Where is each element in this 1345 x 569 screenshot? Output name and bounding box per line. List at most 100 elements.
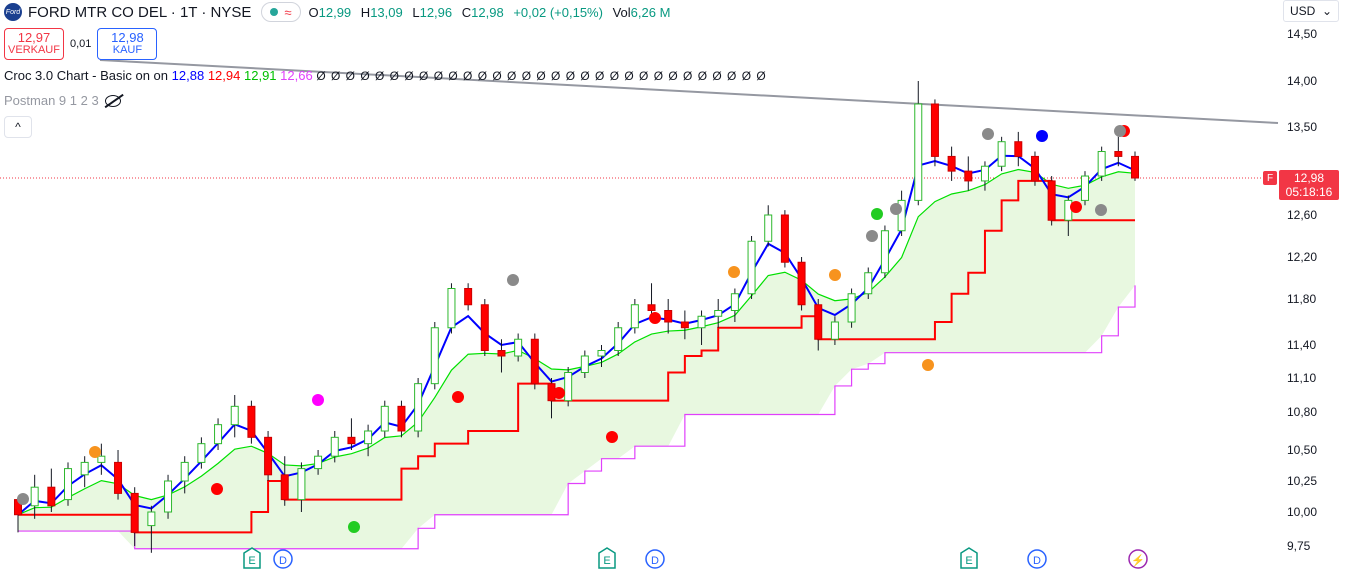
candle-body [180,461,189,482]
y-tick-label: 10,80 [1287,405,1317,419]
candle-body [214,424,223,445]
sell-button[interactable]: 12,97 VERKAUF [4,28,64,60]
candle-body [147,511,156,527]
change-value: +0,02 (+0,15%) [513,4,603,20]
close-value: 12,98 [471,4,504,20]
signal-dot-icon [312,394,324,406]
candle-body [714,310,723,317]
candle-body [64,468,73,501]
trade-panel: 12,97 VERKAUF 0,01 12,98 KAUF [4,28,158,60]
y-tick-label: 10,00 [1287,505,1317,519]
cloud-area [18,169,1135,549]
candle-body [247,405,256,438]
svg-text:D: D [279,555,287,567]
postman-indicator-legend[interactable]: Postman 9 1 2 3 [4,93,121,108]
market-status-pill[interactable]: ≈ [261,2,301,22]
sell-price: 12,97 [17,30,51,45]
chevron-up-icon: ^ [15,120,21,134]
signal-dot-icon [1070,201,1082,213]
candle-body [1131,155,1139,179]
signal-gray-dot-icon [507,274,519,286]
candle-body [430,327,439,385]
croc-label: Croc 3.0 Chart - Basic on on [4,68,169,83]
svg-text:E: E [603,555,610,567]
candle-body [747,240,756,295]
candle-body [980,165,989,182]
candle-body [1097,151,1106,177]
earnings-marker-icon[interactable]: E [960,547,978,569]
chevron-down-icon: ⌄ [1321,4,1332,18]
dividend-marker-icon[interactable]: D [1027,549,1047,569]
candle-body [380,405,389,432]
last-price-label: 12,98 05:18:16 [1279,170,1339,200]
candle-body [697,315,706,329]
candle-body [164,480,173,513]
y-tick-label: 10,50 [1287,443,1317,457]
candle-body [514,338,523,357]
bar-countdown: 05:18:16 [1285,185,1333,199]
buy-price: 12,98 [111,30,144,45]
candle-body [1080,175,1089,201]
svg-text:D: D [651,555,659,567]
candle-body [464,288,473,306]
trend-line [99,59,1279,124]
ford-logo: Ford [4,3,22,21]
dividend-marker-icon[interactable]: D [273,549,293,569]
currency-selector[interactable]: USD ⌄ [1283,0,1339,22]
collapse-legend-button[interactable]: ^ [4,116,32,138]
candle-body [1047,180,1056,221]
earnings-marker-icon[interactable]: E [243,547,261,569]
candle-body [480,304,489,351]
candle-body [914,103,923,201]
y-tick-label: 14,00 [1287,74,1317,88]
signal-dot-icon [829,269,841,281]
candle-body [1064,199,1073,221]
y-tick-label: 11,80 [1287,292,1316,306]
croc-value-green: 12,91 [244,68,277,83]
candle-body [964,170,973,182]
signal-dot-icon [348,521,360,533]
candle-body [680,321,689,329]
sell-label: VERKAUF [8,44,60,56]
symbol-header: Ford FORD MTR CO DEL · 1T · NYSE ≈ O12,9… [0,0,1270,24]
candle-body [664,310,673,323]
green-line [17,168,1136,516]
candle-body [47,486,56,507]
magenta-line [18,285,1136,550]
symbol-title[interactable]: FORD MTR CO DEL · 1T · NYSE [28,3,252,21]
flag-badge: F [1263,171,1277,185]
svg-text:E: E [965,555,972,567]
signal-dot-icon [649,312,661,324]
signal-dot-icon [1036,130,1048,142]
market-open-dot-icon [270,8,279,16]
candle-body [197,443,206,463]
candle-body [97,455,106,463]
candle-body [80,461,89,476]
dividend-marker-icon[interactable]: D [645,549,665,569]
y-tick-label: 11,10 [1287,371,1316,385]
signal-gray-dot-icon [17,493,29,505]
candle-body [864,272,873,295]
signal-dot-icon [728,266,740,278]
low-value: 12,96 [419,4,453,20]
candle-body [1114,151,1123,157]
candle-body [280,474,289,501]
candle-body [830,321,839,340]
candle-body [497,350,506,357]
buy-button[interactable]: 12,98 KAUF [97,28,158,60]
earnings-marker-icon[interactable]: E [598,547,616,569]
croc-value-blue: 12,88 [171,68,205,83]
approx-icon: ≈ [284,4,292,20]
svg-text:D: D [1033,555,1041,567]
croc-indicator-legend[interactable]: Croc 3.0 Chart - Basic on on 12,88 12,94… [4,68,767,83]
hidden-eye-icon[interactable] [104,94,121,107]
candle-body [847,293,856,323]
candle-body [30,486,39,507]
signal-dot-icon [452,391,464,403]
split-marker-icon[interactable]: ⚡ [1128,549,1148,569]
signal-gray-dot-icon [982,128,994,140]
candle-body [564,372,573,402]
signal-dot-icon [89,446,101,458]
candle-body [597,350,606,357]
